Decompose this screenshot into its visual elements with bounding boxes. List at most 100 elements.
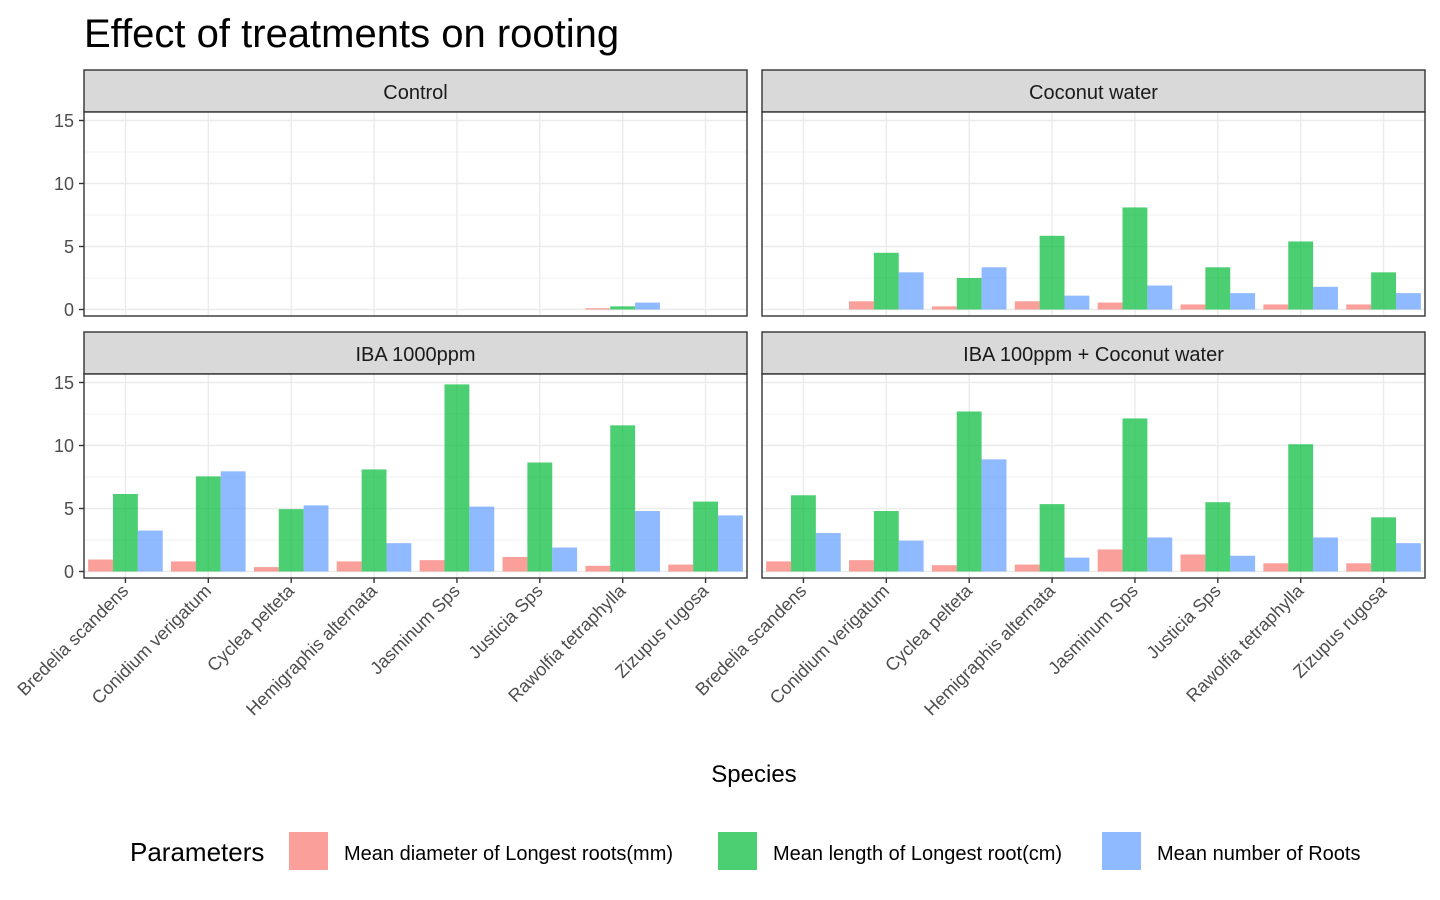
bar bbox=[386, 543, 412, 572]
legend-label: Mean number of Roots bbox=[1157, 843, 1360, 865]
bar bbox=[815, 533, 841, 572]
bar bbox=[220, 471, 246, 572]
bar bbox=[1346, 304, 1372, 310]
bar bbox=[195, 476, 221, 572]
bar bbox=[1288, 241, 1314, 310]
bar bbox=[635, 302, 660, 310]
panel-border bbox=[83, 111, 748, 317]
bar bbox=[585, 565, 611, 572]
bar bbox=[88, 559, 114, 572]
bar bbox=[1122, 207, 1148, 310]
bar bbox=[1205, 502, 1231, 572]
facet-strip bbox=[83, 69, 748, 113]
bar bbox=[931, 565, 957, 572]
facet-strip bbox=[83, 331, 748, 375]
bar bbox=[693, 501, 718, 572]
facet-strip-label: IBA 1000ppm bbox=[355, 344, 475, 366]
y-tick-label: 5 bbox=[64, 237, 74, 257]
facet-panel: IBA 1000ppm 0 5 10 15 bbox=[54, 331, 748, 582]
bar bbox=[469, 506, 495, 572]
bar bbox=[981, 459, 1007, 572]
facet-panel: Control 0 5 10 15 bbox=[54, 69, 748, 320]
bar bbox=[253, 567, 279, 572]
bar bbox=[898, 272, 924, 310]
bar bbox=[1313, 286, 1338, 310]
bar bbox=[278, 509, 304, 572]
bar bbox=[873, 511, 899, 572]
legend-label: Mean diameter of Longest roots(mm) bbox=[344, 843, 673, 865]
bar bbox=[1039, 235, 1065, 310]
bar bbox=[552, 547, 578, 572]
x-tick-label: Justicia Sps bbox=[465, 581, 547, 663]
bar bbox=[137, 530, 163, 572]
panel-border bbox=[761, 111, 1426, 317]
y-tick-label: 0 bbox=[64, 300, 74, 320]
bar bbox=[1180, 304, 1206, 310]
bar bbox=[1371, 272, 1396, 310]
bar bbox=[113, 494, 138, 572]
bar bbox=[1230, 293, 1256, 310]
x-axis-title: Species bbox=[711, 761, 796, 788]
bar bbox=[361, 469, 387, 572]
legend-title: Parameters bbox=[130, 837, 264, 867]
y-tick-label: 10 bbox=[54, 436, 74, 456]
facet-strip bbox=[761, 331, 1426, 375]
bar bbox=[419, 560, 445, 572]
bar bbox=[527, 462, 553, 572]
bar bbox=[1205, 267, 1231, 310]
facet-panel: IBA 100ppm + Coconut water bbox=[761, 331, 1426, 579]
facet-strip-label: Coconut water bbox=[1029, 82, 1158, 104]
bar bbox=[1147, 285, 1173, 310]
facet-strip-label: Control bbox=[383, 82, 447, 104]
facet-panel: Coconut water bbox=[761, 69, 1426, 317]
bar bbox=[766, 561, 792, 572]
bar bbox=[1346, 563, 1372, 572]
y-tick-label: 15 bbox=[54, 373, 74, 393]
bar bbox=[444, 384, 470, 572]
bar bbox=[1097, 302, 1123, 310]
bar bbox=[610, 306, 636, 310]
bar bbox=[849, 301, 874, 310]
bar bbox=[610, 425, 636, 572]
bar bbox=[898, 540, 924, 572]
bar bbox=[1014, 301, 1040, 310]
bar bbox=[1064, 295, 1090, 310]
bar bbox=[1064, 557, 1090, 572]
legend-key bbox=[289, 832, 328, 870]
bar bbox=[1288, 444, 1314, 572]
x-tick-label: Justicia Sps bbox=[1143, 581, 1225, 663]
bar bbox=[502, 557, 528, 572]
bar bbox=[1263, 563, 1289, 572]
bar bbox=[1371, 517, 1396, 572]
bar bbox=[585, 308, 611, 310]
panel-background bbox=[762, 112, 1425, 316]
bar bbox=[336, 561, 362, 572]
bar bbox=[171, 561, 196, 572]
bar bbox=[849, 560, 874, 572]
bar bbox=[1097, 549, 1123, 572]
y-tick-label: 0 bbox=[64, 562, 74, 582]
facet-panels: Control 0 5 10 15 Coconut water IBA 1000ppm 0 5 1… bbox=[54, 69, 1426, 582]
chart-title: Effect of treatments on rooting bbox=[84, 12, 619, 56]
bar bbox=[1014, 564, 1040, 572]
bar bbox=[717, 515, 743, 572]
legend-key bbox=[1102, 832, 1141, 870]
legend-key bbox=[718, 832, 757, 870]
x-tick-label: Jasminum Sps bbox=[1044, 581, 1142, 679]
x-tick-label: Jasminum Sps bbox=[366, 581, 464, 679]
facet-strip-label: IBA 100ppm + Coconut water bbox=[963, 344, 1224, 366]
y-tick-label: 10 bbox=[54, 174, 74, 194]
legend: Parameters Mean diameter of Longest root… bbox=[130, 832, 1360, 870]
y-tick-label: 5 bbox=[64, 499, 74, 519]
bar bbox=[1230, 555, 1256, 572]
bar bbox=[1395, 293, 1421, 310]
bar bbox=[1263, 304, 1289, 310]
bar bbox=[635, 511, 660, 572]
panel-border bbox=[761, 373, 1426, 579]
bar bbox=[668, 564, 694, 572]
bar bbox=[1313, 537, 1338, 572]
bar bbox=[1395, 543, 1421, 572]
